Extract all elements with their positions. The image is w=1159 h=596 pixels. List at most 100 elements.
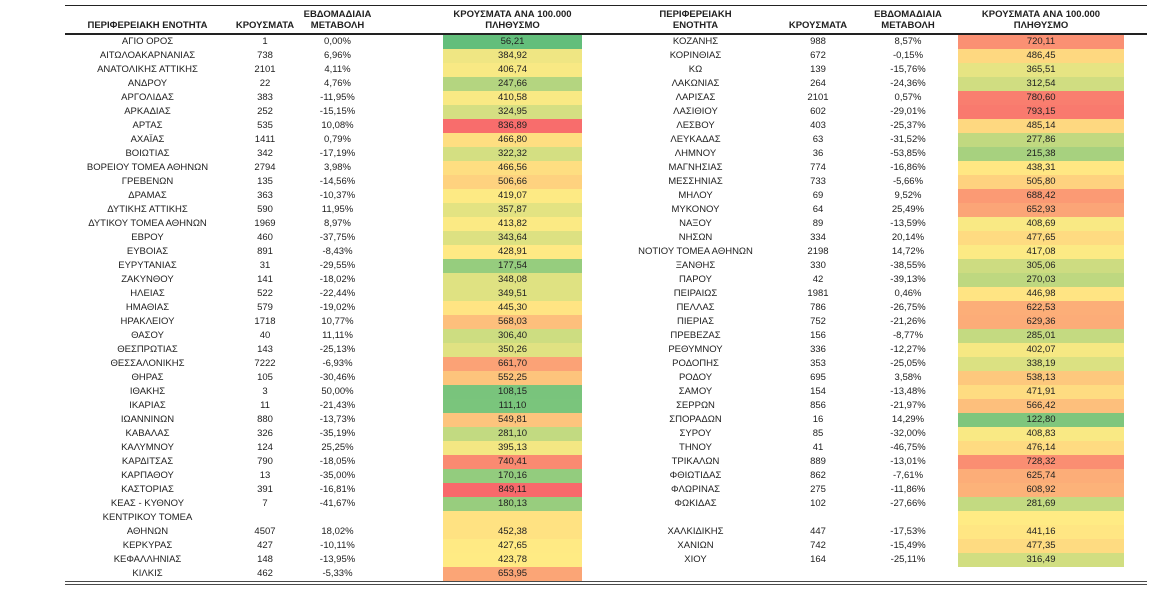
table-row: ΚΑΣΤΟΡΙΑΣ 391 -16,81% 849,11 [65, 483, 582, 497]
spacer-cell [375, 161, 443, 175]
weekly-change-cell: -25,05% [890, 358, 926, 369]
spacer-cell [375, 315, 443, 329]
table-row: ΤΗΝΟΥ 41 -46,75% 476,14 [628, 441, 1124, 455]
table-row: ΔΡΑΜΑΣ 363 -10,37% 419,07 [65, 189, 582, 203]
weekly-change-cell: -32,00% [890, 428, 926, 439]
region-name-cell: ΓΡΕΒΕΝΩΝ [121, 176, 174, 187]
region-name-cell: ΚΩ [688, 64, 703, 75]
cases-cell: 275 [810, 484, 826, 495]
cases-cell: 462 [257, 568, 273, 579]
cases-cell: 252 [257, 106, 273, 117]
spacer-cell [943, 385, 958, 399]
rate-per-100k-cell: 452,38 [443, 511, 582, 539]
region-name-cell: ΚΟΡΙΝΘΙΑΣ [669, 50, 722, 61]
spacer-cell [943, 357, 958, 371]
cases-cell: 752 [810, 316, 826, 327]
spacer-cell [375, 63, 443, 77]
cases-cell: 89 [812, 218, 824, 229]
table-row: ΣΥΡΟΥ 85 -32,00% 408,83 [628, 427, 1124, 441]
cases-cell: 880 [257, 414, 273, 425]
cases-cell: 124 [257, 442, 273, 453]
cases-cell: 148 [257, 554, 273, 565]
region-name-cell: ΗΛΕΙΑΣ [130, 288, 165, 299]
weekly-change-cell: 3,58% [894, 372, 922, 383]
col-header-region: ΠΕΡΙΦΕΡΕΙΑΚΗ ΕΝΟΤΗΤΑ [87, 20, 208, 31]
table-row: ΑΡΚΑΔΙΑΣ 252 -15,15% 324,95 [65, 105, 582, 119]
rate-per-100k-cell: 793,15 [958, 105, 1124, 119]
cases-cell: 988 [810, 36, 826, 47]
region-name-cell: ΘΗΡΑΣ [131, 372, 164, 383]
table-row: ΗΛΕΙΑΣ 522 -22,44% 349,51 [65, 287, 582, 301]
table-row: ΛΑΚΩΝΙΑΣ 264 -24,36% 312,54 [628, 77, 1124, 91]
spacer-cell [943, 343, 958, 357]
spacer-cell [375, 413, 443, 427]
weekly-change-cell: -37,75% [319, 232, 356, 243]
region-name-cell: ΑΓΙΟ ΟΡΟΣ [121, 36, 174, 47]
weekly-change-cell: -18,02% [319, 274, 356, 285]
weekly-change-cell: 14,29% [891, 414, 925, 425]
weekly-change-cell: 10,77% [321, 316, 354, 327]
region-name-cell: ΝΟΤΙΟΥ ΤΟΜΕΑ ΑΘΗΝΩΝ [638, 246, 753, 257]
bottom-double-rule [65, 581, 1147, 585]
cases-cell [763, 511, 873, 525]
region-name-cell: ΚΑΣΤΟΡΙΑΣ [121, 484, 174, 495]
rate-per-100k-cell: 661,70 [443, 357, 582, 371]
table-row: ΚΕΡΚΥΡΑΣ 427 -10,11% 427,65 [65, 539, 582, 553]
region-name-cell: ΠΕΙΡΑΙΩΣ [673, 288, 718, 299]
rate-per-100k-cell: 780,60 [958, 91, 1124, 105]
spacer-cell [375, 287, 443, 301]
cases-cell: 460 [257, 232, 273, 243]
rate-per-100k-cell: 608,92 [958, 483, 1124, 497]
region-name-cell: ΕΥΡΥΤΑΝΙΑΣ [118, 260, 177, 271]
spacer-cell [375, 49, 443, 63]
table-row: ΑΝΔΡΟΥ 22 4,76% 247,66 [65, 77, 582, 91]
table-row: ΝΑΞΟΥ 89 -13,59% 408,69 [628, 217, 1124, 231]
cases-cell: 22 [259, 78, 271, 89]
region-name-cell: ΚΑΛΥΜΝΟΥ [121, 442, 174, 453]
rate-per-100k-cell: 485,14 [958, 119, 1124, 133]
rate-per-100k-cell: 568,03 [443, 315, 582, 329]
rate-per-100k-cell: 408,69 [958, 217, 1124, 231]
table-row: ΛΗΜΝΟΥ 36 -53,85% 215,38 [628, 147, 1124, 161]
weekly-change-cell: -30,46% [319, 372, 356, 383]
spacer-cell [375, 399, 443, 413]
table-row: ΦΘΙΩΤΙΔΑΣ 862 -7,61% 625,74 [628, 469, 1124, 483]
weekly-change-cell: -21,43% [319, 400, 356, 411]
region-name-cell: ΠΡΕΒΕΖΑΣ [670, 330, 721, 341]
rate-per-100k-cell: 111,10 [443, 399, 582, 413]
rate-per-100k-cell: 312,54 [958, 77, 1124, 91]
weekly-change-cell: -7,61% [892, 470, 924, 481]
table-row: ΚΑΛΥΜΝΟΥ 124 25,25% 395,13 [65, 441, 582, 455]
col-header-weekly-change: ΕΒΔΟΜΑΔΙΑΙΑ ΜΕΤΑΒΟΛΗ [303, 9, 372, 31]
cases-cell: 889 [810, 456, 826, 467]
spacer-cell [375, 385, 443, 399]
rate-per-100k-cell: 653,95 [443, 567, 582, 581]
rate-per-100k-cell: 441,16 [958, 525, 1124, 539]
region-name-cell: ΑΡΤΑΣ [132, 120, 163, 131]
weekly-change-cell: -18,05% [319, 456, 356, 467]
rate-per-100k-cell: 652,93 [958, 203, 1124, 217]
rate-per-100k-cell: 423,78 [443, 553, 582, 567]
cases-cell: 862 [810, 470, 826, 481]
table-row: ΖΑΚΥΝΘΟΥ 141 -18,02% 348,08 [65, 273, 582, 287]
region-name-cell: ΦΩΚΙΔΑΣ [674, 498, 717, 509]
weekly-change-cell: -21,26% [890, 316, 926, 327]
region-name-cell: ΣΕΡΡΩΝ [676, 400, 715, 411]
spacer-cell [375, 497, 443, 511]
cases-cell: 522 [257, 288, 273, 299]
spacer-cell [375, 455, 443, 469]
table-row: ΞΑΝΘΗΣ 330 -38,55% 305,06 [628, 259, 1124, 273]
cases-cell: 891 [257, 246, 273, 257]
spacer-cell [943, 217, 958, 231]
rate-per-100k-cell: 343,64 [443, 231, 582, 245]
spacer-cell [375, 427, 443, 441]
cases-cell: 336 [810, 344, 826, 355]
rate-per-100k-cell: 466,56 [443, 161, 582, 175]
rate-per-100k-cell: 408,83 [958, 427, 1124, 441]
region-name-cell: ΠΙΕΡΙΑΣ [676, 316, 715, 327]
rate-per-100k-cell: 350,26 [443, 343, 582, 357]
rate-per-100k-cell: 413,82 [443, 217, 582, 231]
header-rule [65, 33, 1147, 35]
weekly-change-cell: -14,56% [319, 176, 356, 187]
weekly-change-cell: -24,36% [890, 78, 926, 89]
